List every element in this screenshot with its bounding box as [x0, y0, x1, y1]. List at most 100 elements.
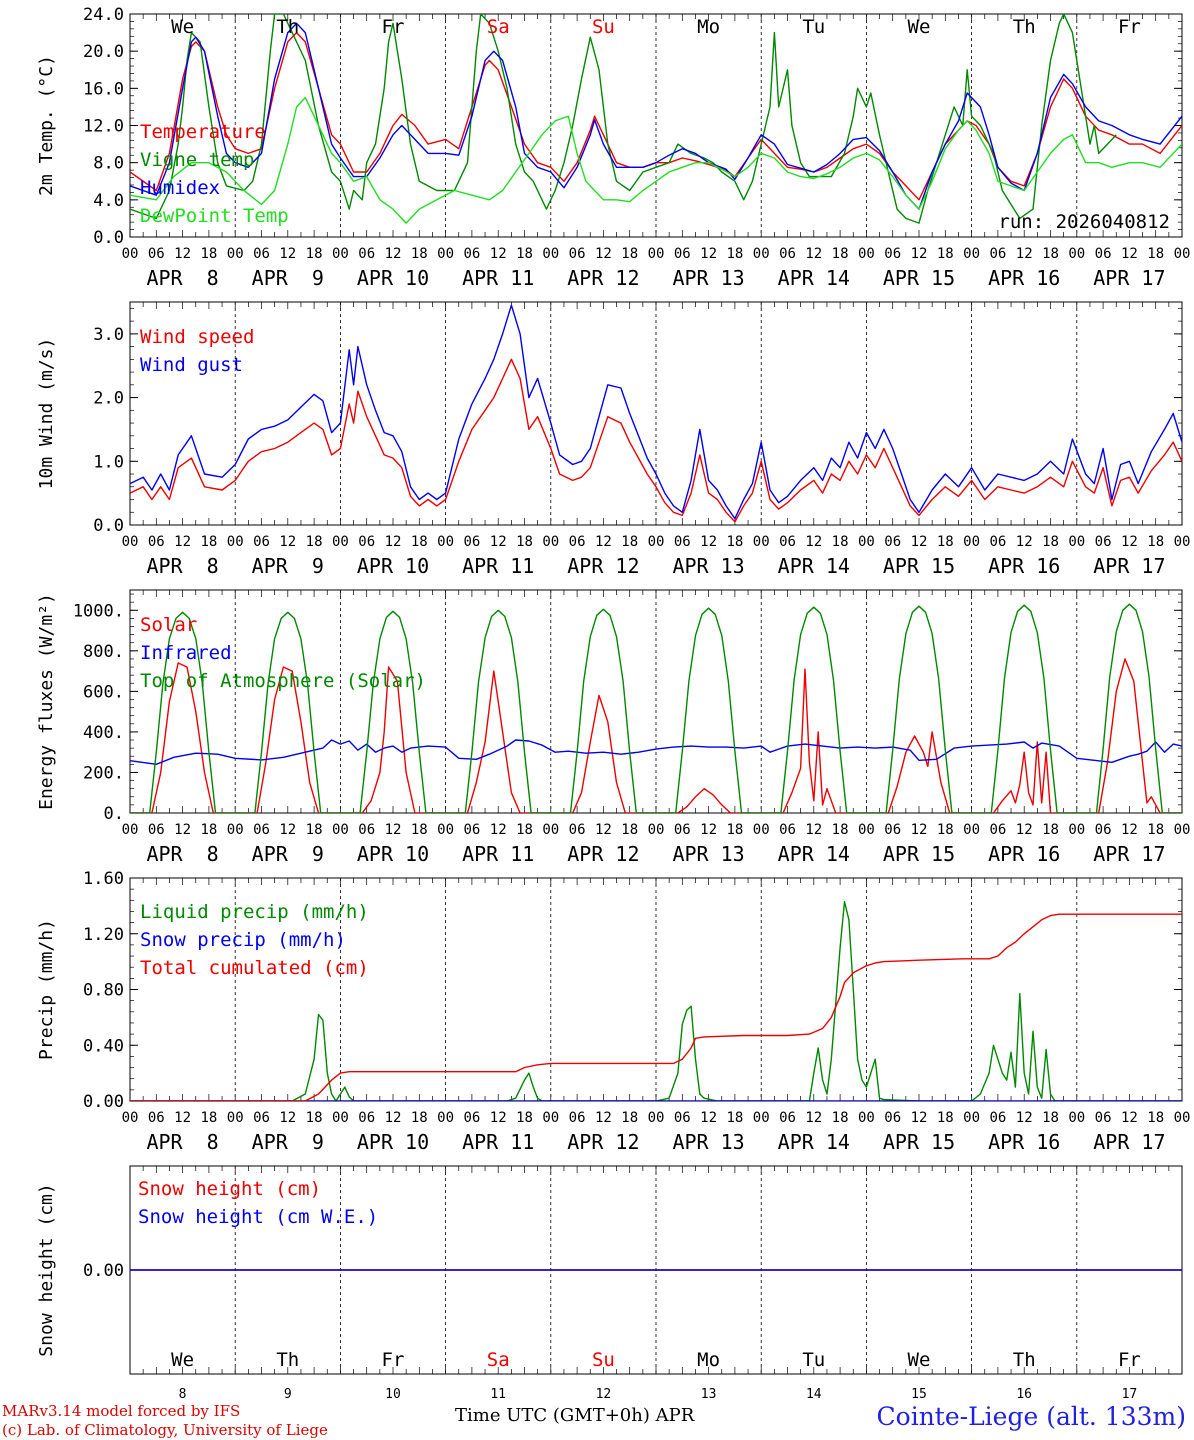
- hour-tick-label: 12: [1016, 534, 1033, 550]
- series-vigne-temp: [130, 14, 1117, 224]
- hour-tick-label: 18: [411, 822, 428, 838]
- hour-tick-label: 18: [306, 246, 323, 262]
- y-axis-label: Energy fluxes (W/m²): [36, 593, 57, 810]
- hour-tick-label: 00: [648, 246, 665, 262]
- run-label: run: 2026040812: [998, 211, 1170, 233]
- hour-tick-label: 00: [963, 246, 980, 262]
- series-dewpoint-temp: [130, 96, 1182, 224]
- hour-tick-label: 12: [279, 822, 296, 838]
- y-tick-label: 600.: [83, 682, 124, 702]
- hour-tick-label: 00: [753, 1110, 770, 1126]
- hour-tick-label: 18: [937, 822, 954, 838]
- day-name-label: We: [908, 16, 931, 38]
- hour-tick-label: 12: [385, 534, 402, 550]
- hour-tick-label: 06: [779, 534, 796, 550]
- hour-tick-label: 18: [621, 1110, 638, 1126]
- hour-tick-label: 12: [805, 822, 822, 838]
- date-label: APR 17: [1093, 1130, 1165, 1154]
- legend-item: Snow height (cm): [138, 1178, 321, 1200]
- y-tick-label: 0.40: [83, 1036, 124, 1056]
- day-name-label: Tu: [802, 1349, 825, 1371]
- hour-tick-label: 06: [1095, 822, 1112, 838]
- day-name-label: We: [171, 16, 194, 38]
- plot-frame: [129, 301, 1183, 526]
- hour-tick-label: 12: [911, 534, 928, 550]
- legend-item: Top of Atmosphere (Solar): [140, 670, 426, 692]
- hour-tick-label: 06: [463, 246, 480, 262]
- hour-tick-label: 12: [490, 822, 507, 838]
- hour-tick-label: 06: [253, 1110, 270, 1126]
- legend-item: Vigne temp: [140, 149, 254, 171]
- y-tick-label: 8.0: [93, 154, 124, 174]
- date-label: APR 12: [567, 1130, 639, 1154]
- hour-tick-label: 12: [279, 534, 296, 550]
- panel-4: 0.00 0.40 0.80 1.20 1.60 Precip (mm/h) Liquid …: [36, 869, 1190, 1154]
- hour-tick-label: 06: [884, 534, 901, 550]
- day-number-label: 9: [284, 1387, 292, 1402]
- hour-tick-label: 00: [122, 246, 139, 262]
- hour-tick-label: 12: [174, 1110, 191, 1126]
- hour-tick-label: 06: [358, 534, 375, 550]
- y-tick-label: 0.00: [83, 1261, 124, 1281]
- legend-item: DewPoint Temp: [140, 205, 289, 227]
- series-group: [130, 603, 1182, 813]
- hour-tick-label: 18: [621, 246, 638, 262]
- hour-tick-label: 18: [621, 534, 638, 550]
- hour-tick-label: 00: [332, 534, 349, 550]
- day-name-label: Tu: [802, 16, 825, 38]
- date-label: APR 15: [883, 842, 955, 866]
- hour-tick-label: 06: [569, 822, 586, 838]
- hour-tick-label: 00: [753, 822, 770, 838]
- hour-tick-label: 12: [174, 246, 191, 262]
- series-wind-gust: [130, 304, 1182, 520]
- series-wind-speed: [130, 358, 1182, 523]
- hour-tick-label: 00: [1174, 822, 1191, 838]
- hour-tick-label: 06: [884, 246, 901, 262]
- hour-tick-label: 18: [306, 822, 323, 838]
- hour-tick-label: 00: [858, 1110, 875, 1126]
- hour-tick-label: 00: [542, 534, 559, 550]
- hour-tick-label: 12: [1121, 534, 1138, 550]
- hour-tick-label: 18: [937, 246, 954, 262]
- hour-tick-label: 12: [595, 246, 612, 262]
- legend-item: Snow height (cm W.E.): [138, 1206, 378, 1228]
- hour-tick-label: 06: [884, 1110, 901, 1126]
- y-tick-label: 2.0: [93, 389, 124, 409]
- hour-tick-label: 12: [490, 246, 507, 262]
- hour-tick-label: 12: [805, 534, 822, 550]
- hour-tick-label: 00: [858, 822, 875, 838]
- date-label: APR 14: [778, 266, 850, 290]
- hour-tick-label: 06: [148, 534, 165, 550]
- hour-tick-label: 18: [516, 534, 533, 550]
- day-name-label: Sa: [487, 1349, 510, 1371]
- date-label: APR 12: [567, 554, 639, 578]
- hour-tick-label: 00: [648, 1110, 665, 1126]
- hour-tick-label: 00: [437, 822, 454, 838]
- series-humidex: [130, 22, 1182, 210]
- date-label: APR 17: [1093, 266, 1165, 290]
- date-label: APR 11: [462, 266, 534, 290]
- date-label: APR 13: [672, 554, 744, 578]
- date-label: APR 11: [462, 554, 534, 578]
- hour-tick-label: 06: [569, 534, 586, 550]
- hour-tick-label: 00: [753, 534, 770, 550]
- hour-tick-label: 12: [1121, 246, 1138, 262]
- date-label: APR 14: [778, 842, 850, 866]
- hour-tick-label: 12: [700, 822, 717, 838]
- hour-tick-label: 06: [989, 534, 1006, 550]
- hour-tick-label: 18: [411, 1110, 428, 1126]
- hour-tick-label: 06: [463, 1110, 480, 1126]
- hour-tick-label: 06: [674, 822, 691, 838]
- y-tick-label: 0.80: [83, 981, 124, 1001]
- hour-tick-label: 06: [674, 1110, 691, 1126]
- date-label: APR 16: [988, 842, 1060, 866]
- hour-tick-label: 18: [621, 822, 638, 838]
- hour-tick-label: 00: [648, 534, 665, 550]
- hour-tick-label: 12: [700, 246, 717, 262]
- hour-tick-label: 00: [1068, 822, 1085, 838]
- day-name-label: Th: [1013, 1349, 1036, 1371]
- hour-tick-label: 06: [253, 822, 270, 838]
- date-label: APR 13: [672, 842, 744, 866]
- day-name-label: Su: [592, 16, 615, 38]
- y-tick-label: 0.0: [93, 228, 124, 248]
